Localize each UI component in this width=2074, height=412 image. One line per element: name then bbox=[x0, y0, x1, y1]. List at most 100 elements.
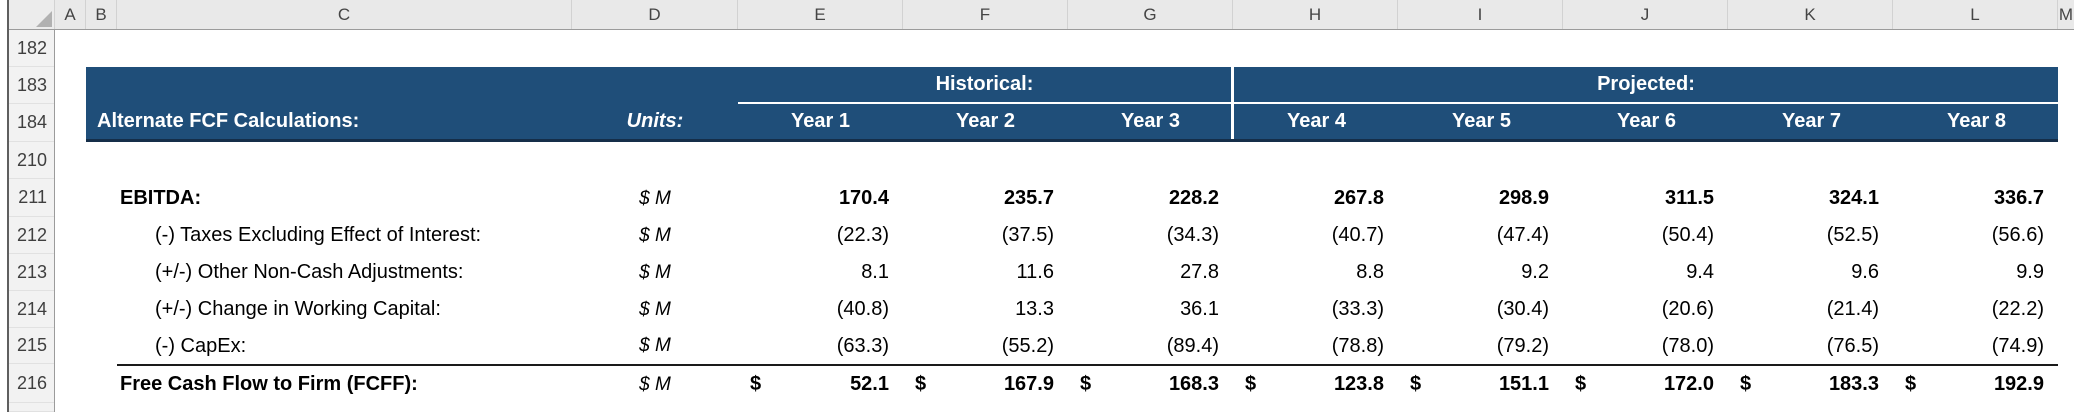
dollar-sign: $ bbox=[1080, 373, 1092, 395]
cell-j212[interactable]: (50.4) bbox=[1661, 224, 1714, 246]
row-header-214[interactable]: 214 bbox=[9, 291, 54, 328]
cell-i215[interactable]: (79.2) bbox=[1496, 334, 1549, 357]
cell-g215[interactable]: (89.4) bbox=[1166, 334, 1219, 357]
fcff-value: 168.3 bbox=[1168, 373, 1219, 395]
row-header-210[interactable]: 210 bbox=[9, 142, 54, 179]
cell-j214[interactable]: (20.6) bbox=[1661, 298, 1714, 320]
row-header-183[interactable]: 183 bbox=[9, 67, 54, 104]
year-header-5[interactable]: Year 5 bbox=[1452, 110, 1511, 132]
fcff-value: 172.0 bbox=[1663, 373, 1714, 395]
ebitda-units-cell[interactable]: $ M bbox=[639, 187, 671, 209]
cell-i213[interactable]: 9.2 bbox=[1521, 261, 1549, 283]
cell-l213[interactable]: 9.9 bbox=[2016, 261, 2044, 283]
column-header-a[interactable]: A bbox=[55, 0, 86, 29]
cell-i216[interactable]: $ 151.1 bbox=[1398, 373, 1563, 396]
cell-k216[interactable]: $ 183.3 bbox=[1728, 373, 1893, 396]
cell-e212[interactable]: (22.3) bbox=[836, 224, 889, 246]
noncash-label-cell[interactable]: (+/-) Other Non-Cash Adjustments: bbox=[155, 261, 464, 283]
capex-units-cell[interactable]: $ M bbox=[639, 335, 671, 356]
cell-k211[interactable]: 324.1 bbox=[1828, 187, 1879, 209]
cell-f211[interactable]: 235.7 bbox=[1003, 187, 1054, 209]
cell-l211[interactable]: 336.7 bbox=[1993, 187, 2044, 209]
cell-k214[interactable]: (21.4) bbox=[1826, 298, 1879, 320]
cell-g214[interactable]: 36.1 bbox=[1180, 298, 1219, 320]
cell-l212[interactable]: (56.6) bbox=[1991, 224, 2044, 246]
noncash-units-cell[interactable]: $ M bbox=[639, 261, 671, 283]
cell-k215[interactable]: (76.5) bbox=[1826, 334, 1879, 357]
row-header-212[interactable]: 212 bbox=[9, 217, 54, 254]
ebitda-label-cell[interactable]: EBITDA: bbox=[120, 187, 202, 209]
cell-e213[interactable]: 8.1 bbox=[861, 261, 889, 283]
fcff-units-cell[interactable]: $ M bbox=[639, 373, 671, 395]
cell-g211[interactable]: 228.2 bbox=[1168, 187, 1219, 209]
cell-f215[interactable]: (55.2) bbox=[1001, 334, 1054, 357]
historical-group-header[interactable]: Historical: bbox=[738, 67, 1231, 104]
cell-l214[interactable]: (22.2) bbox=[1991, 298, 2044, 320]
year-header-7[interactable]: Year 7 bbox=[1782, 110, 1841, 132]
cell-j215[interactable]: (78.0) bbox=[1661, 334, 1714, 357]
cell-i211[interactable]: 298.9 bbox=[1498, 187, 1549, 209]
cell-i214[interactable]: (30.4) bbox=[1496, 298, 1549, 320]
column-header-l[interactable]: L bbox=[1893, 0, 2058, 29]
column-header-j[interactable]: J bbox=[1563, 0, 1728, 29]
cell-g213[interactable]: 27.8 bbox=[1180, 261, 1219, 283]
cell-f213[interactable]: 11.6 bbox=[1016, 261, 1054, 283]
projected-group-header[interactable]: Projected: bbox=[1234, 67, 2058, 104]
fcff-label-cell[interactable]: Free Cash Flow to Firm (FCFF): bbox=[120, 373, 418, 395]
cell-l216[interactable]: $ 192.9 bbox=[1893, 373, 2058, 396]
cell-e216[interactable]: $ 52.1 bbox=[738, 373, 903, 396]
table-title[interactable]: Alternate FCF Calculations: bbox=[97, 110, 360, 132]
working-capital-units-cell[interactable]: $ M bbox=[639, 298, 671, 320]
cell-f212[interactable]: (37.5) bbox=[1001, 224, 1054, 246]
cell-h215[interactable]: (78.8) bbox=[1331, 334, 1384, 357]
dollar-sign: $ bbox=[1245, 373, 1257, 395]
column-header-g[interactable]: G bbox=[1068, 0, 1233, 29]
cell-e214[interactable]: (40.8) bbox=[836, 298, 889, 320]
cell-j213[interactable]: 9.4 bbox=[1686, 261, 1714, 283]
year-header-8[interactable]: Year 8 bbox=[1947, 110, 2006, 132]
cell-k213[interactable]: 9.6 bbox=[1851, 261, 1879, 283]
row-header-211[interactable]: 211 bbox=[9, 179, 54, 217]
cell-g216[interactable]: $ 168.3 bbox=[1068, 373, 1233, 396]
row-header-216[interactable]: 216 bbox=[9, 364, 54, 403]
cell-h211[interactable]: 267.8 bbox=[1333, 187, 1384, 209]
cell-h212[interactable]: (40.7) bbox=[1331, 224, 1384, 246]
column-header-f[interactable]: F bbox=[903, 0, 1068, 29]
select-all-corner[interactable] bbox=[9, 0, 55, 29]
row-header-182[interactable]: 182 bbox=[9, 30, 54, 67]
cell-f216[interactable]: $ 167.9 bbox=[903, 373, 1068, 396]
column-header-b[interactable]: B bbox=[86, 0, 117, 29]
year-header-1[interactable]: Year 1 bbox=[791, 110, 850, 132]
units-column-header[interactable]: Units: bbox=[626, 110, 684, 132]
column-header-h[interactable]: H bbox=[1233, 0, 1398, 29]
cell-h216[interactable]: $ 123.8 bbox=[1233, 373, 1398, 396]
taxes-label-cell[interactable]: (-) Taxes Excluding Effect of Interest: bbox=[155, 224, 482, 246]
row-header-184[interactable]: 184 bbox=[9, 104, 54, 142]
cell-f214[interactable]: 13.3 bbox=[1015, 298, 1054, 320]
cell-h214[interactable]: (33.3) bbox=[1331, 298, 1384, 320]
row-header-215[interactable]: 215 bbox=[9, 328, 54, 364]
column-header-k[interactable]: K bbox=[1728, 0, 1893, 29]
column-header-d[interactable]: D bbox=[572, 0, 738, 29]
cell-l215[interactable]: (74.9) bbox=[1991, 334, 2044, 357]
year-header-2[interactable]: Year 2 bbox=[956, 110, 1015, 132]
cell-e211[interactable]: 170.4 bbox=[838, 187, 889, 209]
column-header-i[interactable]: I bbox=[1398, 0, 1563, 29]
year-header-3[interactable]: Year 3 bbox=[1121, 110, 1180, 132]
taxes-units-cell[interactable]: $ M bbox=[639, 224, 671, 246]
cell-h213[interactable]: 8.8 bbox=[1356, 261, 1384, 283]
column-header-m[interactable]: M bbox=[2058, 5, 2074, 24]
working-capital-label-cell[interactable]: (+/-) Change in Working Capital: bbox=[155, 298, 441, 320]
row-header-213[interactable]: 213 bbox=[9, 254, 54, 291]
cell-g212[interactable]: (34.3) bbox=[1166, 224, 1219, 246]
capex-label-cell[interactable]: (-) CapEx: bbox=[155, 334, 247, 357]
cell-j216[interactable]: $ 172.0 bbox=[1563, 373, 1728, 396]
column-header-e[interactable]: E bbox=[738, 0, 903, 29]
year-header-6[interactable]: Year 6 bbox=[1617, 110, 1676, 132]
column-header-c[interactable]: C bbox=[117, 0, 572, 29]
cell-k212[interactable]: (52.5) bbox=[1826, 224, 1879, 246]
year-header-4[interactable]: Year 4 bbox=[1287, 110, 1346, 132]
cell-i212[interactable]: (47.4) bbox=[1496, 224, 1549, 246]
cell-j211[interactable]: 311.5 bbox=[1665, 187, 1714, 209]
cell-e215[interactable]: (63.3) bbox=[836, 334, 889, 357]
